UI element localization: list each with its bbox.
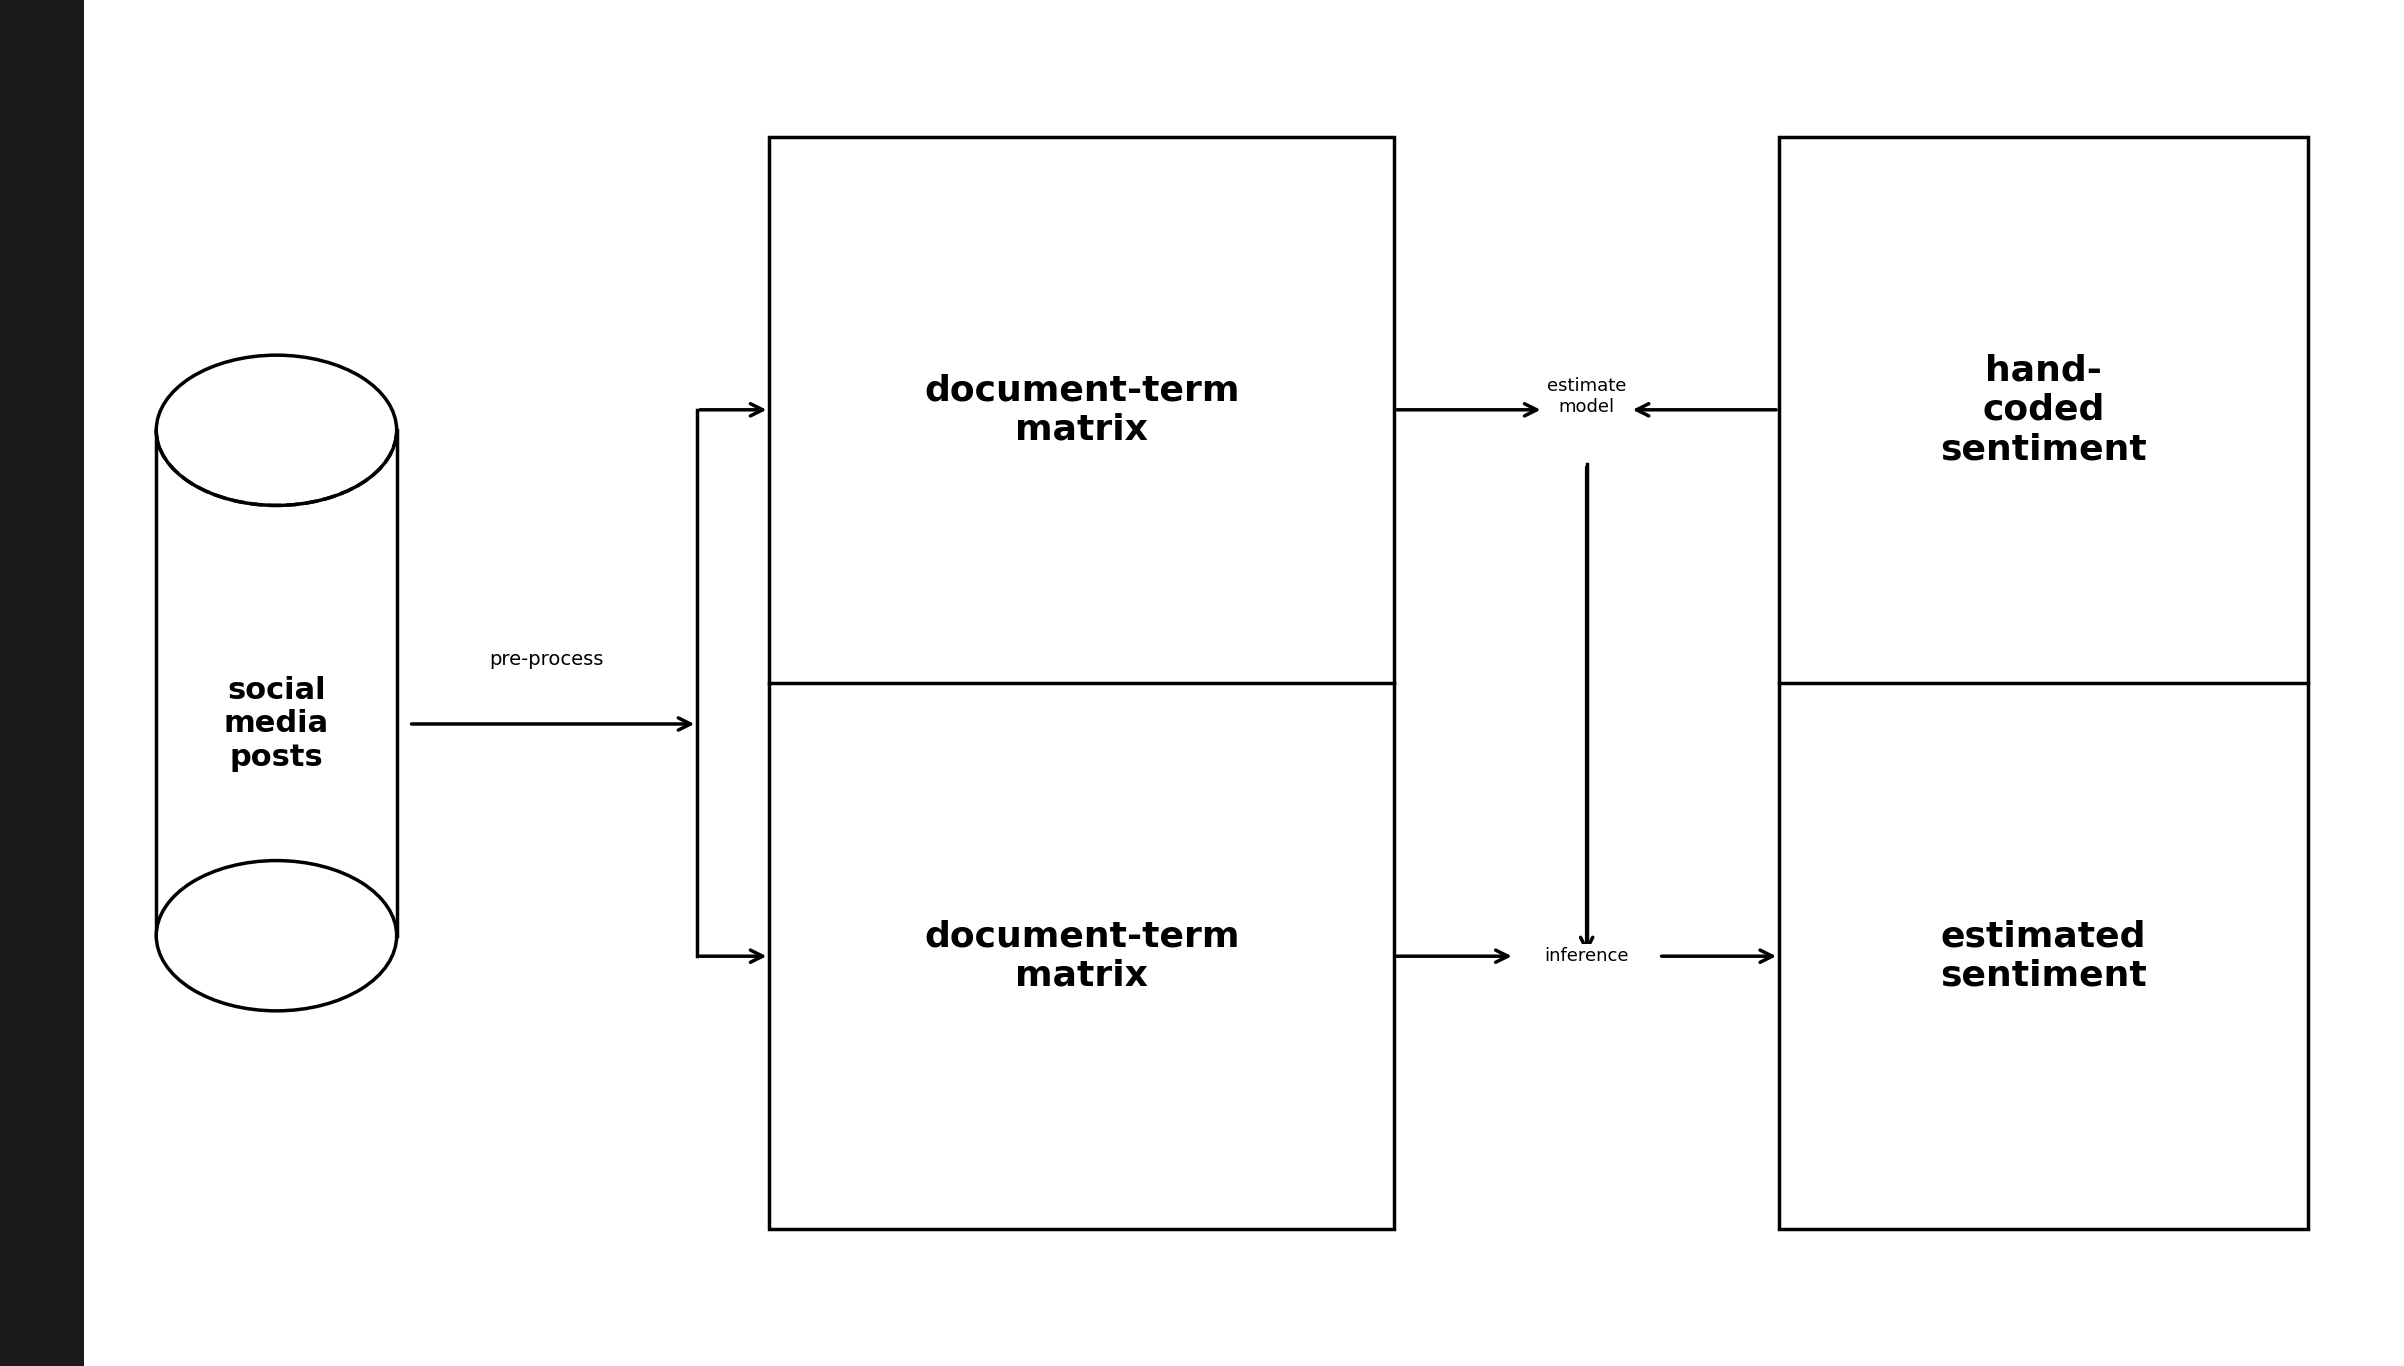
Text: inference: inference	[1543, 947, 1630, 966]
Text: pre-process: pre-process	[490, 650, 603, 669]
Text: document-term
matrix: document-term matrix	[923, 373, 1240, 447]
Text: estimated
sentiment: estimated sentiment	[1940, 919, 2147, 993]
Text: estimate
model: estimate model	[1546, 377, 1628, 415]
Bar	[769, 137, 1394, 1229]
Ellipse shape	[156, 355, 397, 505]
Bar	[0, 0, 84, 1366]
Bar	[156, 430, 397, 936]
Ellipse shape	[156, 861, 397, 1011]
Text: document-term
matrix: document-term matrix	[923, 919, 1240, 993]
Text: hand-
coded
sentiment: hand- coded sentiment	[1940, 354, 2147, 466]
Text: social
media
posts: social media posts	[224, 676, 329, 772]
Bar	[1779, 137, 2308, 1229]
